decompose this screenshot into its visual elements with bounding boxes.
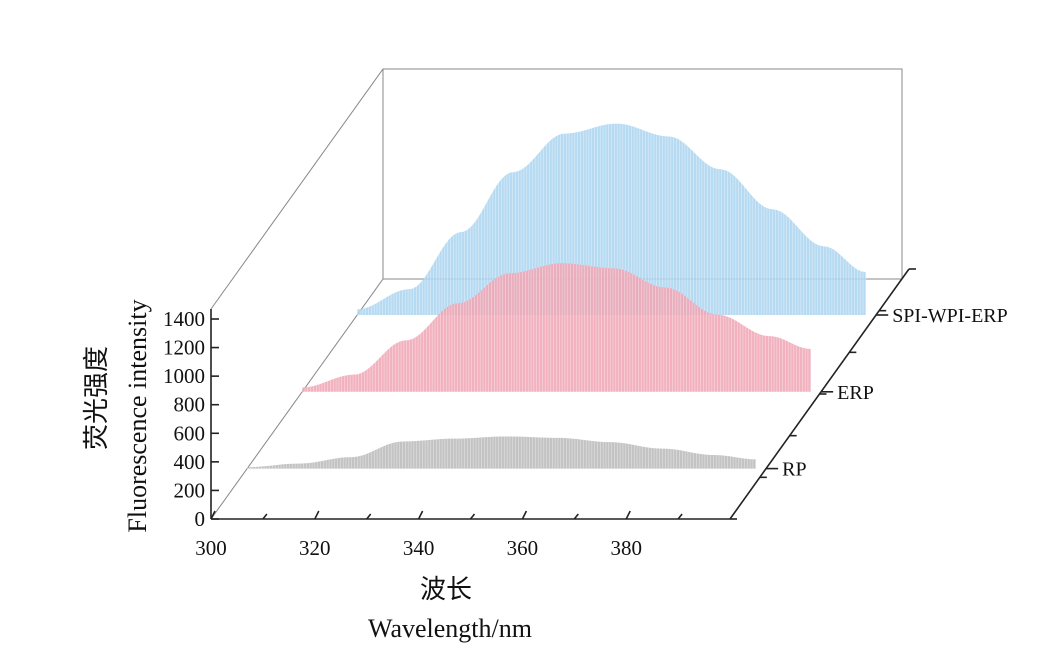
x-major-tick — [314, 510, 320, 520]
x-major-tick — [417, 510, 424, 520]
x-minor-tick — [366, 513, 372, 520]
x-tick-label: 340 — [403, 536, 435, 560]
x-minor-tick — [469, 513, 476, 520]
series-depth-axis: RP ERP SPI-WPI-ERP — [729, 268, 1008, 520]
x-major-tick — [521, 510, 528, 520]
series-label-rp: RP — [782, 459, 806, 481]
y-tick-label: 1000 — [163, 364, 205, 388]
y-tick-label: 200 — [174, 478, 206, 502]
x-minor-tick — [677, 513, 683, 520]
y-tick-label: 1200 — [163, 336, 205, 360]
series-spi-wpi-erp — [356, 123, 867, 316]
y-tick-label: 0 — [195, 507, 206, 531]
depth-edge-left-floor — [210, 278, 384, 520]
x-tick-label: 360 — [507, 536, 539, 560]
series-label-erp: ERP — [837, 382, 874, 404]
x-minor-tick — [262, 513, 268, 520]
series-layer — [246, 123, 867, 469]
depth-edge-top-left — [210, 68, 384, 310]
x-tick-label: 300 — [195, 536, 227, 560]
series-rp — [246, 436, 757, 469]
y-tick-label: 600 — [174, 421, 206, 445]
y-tick-label: 400 — [174, 450, 206, 474]
series-erp — [301, 263, 812, 392]
x-axis-title: Wavelength/nm — [368, 614, 532, 643]
x-tick-label: 320 — [299, 536, 331, 560]
y-axis-title-cn: 荧光强度 — [82, 346, 111, 450]
y-tick-label: 1400 — [163, 307, 205, 331]
y-axis: 0 200 400 600 800 1000 1200 1400 — [163, 307, 219, 531]
x-major-tick — [625, 510, 631, 520]
back-wall-frame — [382, 68, 903, 279]
series-label-spi-wpi-erp: SPI-WPI-ERP — [892, 305, 1008, 327]
y-tick-label: 800 — [174, 393, 206, 417]
y-axis-title: Fluorescence intensity — [123, 299, 152, 532]
x-axis: 300 320 340 360 380 — [195, 510, 730, 560]
x-minor-tick — [573, 513, 579, 520]
x-axis-title-cn: 波长 — [420, 575, 472, 604]
x-tick-label: 380 — [610, 536, 642, 560]
